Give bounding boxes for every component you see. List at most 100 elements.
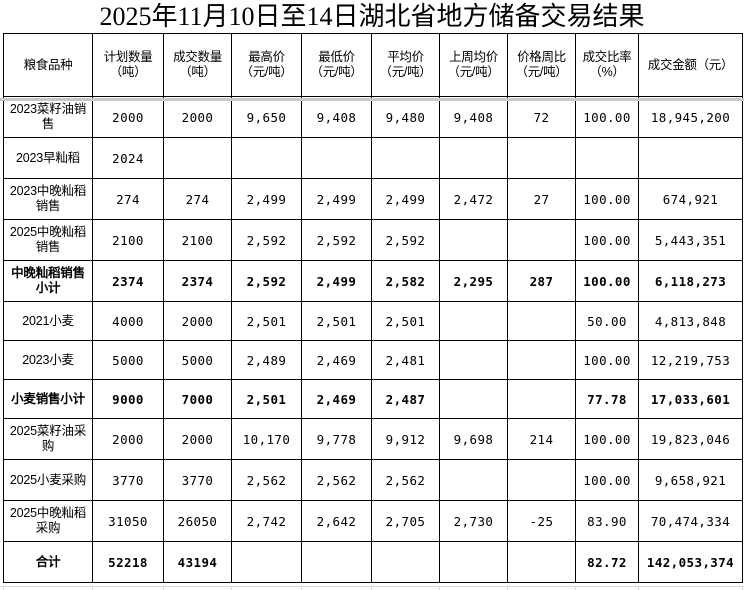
- table-cell[interactable]: 2374: [163, 260, 232, 302]
- table-cell[interactable]: 9,408: [439, 96, 508, 138]
- table-cell[interactable]: 2,592: [231, 260, 302, 302]
- table-cell[interactable]: [507, 219, 576, 261]
- table-cell[interactable]: 9,480: [371, 96, 440, 138]
- table-cell[interactable]: 2000: [92, 418, 164, 460]
- table-cell[interactable]: 9000: [92, 379, 164, 419]
- table-cell[interactable]: 18,945,200: [638, 96, 743, 138]
- table-cell[interactable]: [439, 340, 508, 380]
- table-cell[interactable]: 674,921: [638, 178, 743, 220]
- table-row[interactable]: 2025菜籽油采购 2000 2000 10,170 9,778 9,912 9,698 21…: [3, 418, 743, 460]
- table-cell[interactable]: 4000: [92, 301, 164, 341]
- table-cell[interactable]: [439, 219, 508, 261]
- table-cell[interactable]: [507, 379, 576, 419]
- table-cell[interactable]: 214: [507, 418, 576, 460]
- table-cell[interactable]: 2,295: [439, 260, 508, 302]
- table-cell[interactable]: [507, 541, 576, 583]
- table-row[interactable]: 2025中晚籼稻采购 31050 26050 2,742 2,642 2,705 2,730…: [3, 500, 743, 542]
- table-cell[interactable]: 5000: [163, 340, 232, 380]
- table-cell[interactable]: 2374: [92, 260, 164, 302]
- table-cell[interactable]: 72: [507, 96, 576, 138]
- table-row[interactable]: 2023早籼稻 2024: [3, 137, 743, 179]
- table-cell[interactable]: 9,778: [301, 418, 372, 460]
- table-cell[interactable]: 9,658,921: [638, 459, 743, 501]
- table-cell[interactable]: 26050: [163, 500, 232, 542]
- table-cell[interactable]: 100.00: [575, 96, 639, 138]
- table-cell[interactable]: 2,730: [439, 500, 508, 542]
- table-cell[interactable]: [301, 541, 372, 583]
- column-header-9[interactable]: 成交金额（元）: [638, 33, 743, 97]
- table-cell[interactable]: 7000: [163, 379, 232, 419]
- table-row[interactable]: 2023菜籽油销售 2000 2000 9,650 9,408 9,480 9,408 72 1…: [3, 96, 743, 138]
- table-cell[interactable]: 2000: [163, 301, 232, 341]
- table-cell[interactable]: 2,562: [301, 459, 372, 501]
- table-cell[interactable]: 3770: [92, 459, 164, 501]
- table-cell[interactable]: 2,562: [371, 459, 440, 501]
- row-label[interactable]: 2023早籼稻: [3, 137, 93, 179]
- table-cell[interactable]: [231, 137, 302, 179]
- table-row[interactable]: 2023小麦 5000 5000 2,489 2,469 2,481 100.00 12,21…: [3, 340, 743, 380]
- column-header-2[interactable]: 成交数量 （吨）: [163, 33, 232, 97]
- row-label[interactable]: 2023小麦: [3, 340, 93, 380]
- table-cell[interactable]: [371, 137, 440, 179]
- table-row[interactable]: 2021小麦 4000 2000 2,501 2,501 2,501 50.00 4,813,…: [3, 301, 743, 341]
- table-cell[interactable]: [507, 340, 576, 380]
- table-cell[interactable]: 31050: [92, 500, 164, 542]
- table-cell[interactable]: 19,823,046: [638, 418, 743, 460]
- row-label[interactable]: 2025中晚籼稻销售: [3, 219, 93, 261]
- table-cell[interactable]: 100.00: [575, 178, 639, 220]
- table-cell[interactable]: [507, 459, 576, 501]
- table-cell[interactable]: 287: [507, 260, 576, 302]
- table-cell[interactable]: 12,219,753: [638, 340, 743, 380]
- table-row[interactable]: 合计 52218 43194 82.72 142,053,374: [3, 541, 743, 583]
- table-cell[interactable]: -25: [507, 500, 576, 542]
- row-label[interactable]: 2025小麦采购: [3, 459, 93, 501]
- table-cell[interactable]: 2,469: [301, 379, 372, 419]
- table-cell[interactable]: 2,582: [371, 260, 440, 302]
- row-label[interactable]: 2023中晚籼稻销售: [3, 178, 93, 220]
- table-cell[interactable]: 17,033,601: [638, 379, 743, 419]
- table-row[interactable]: 小麦销售小计 9000 7000 2,501 2,469 2,487 77.78 17,033…: [3, 379, 743, 419]
- table-cell[interactable]: 9,912: [371, 418, 440, 460]
- table-cell[interactable]: 2000: [92, 96, 164, 138]
- row-label[interactable]: 中晚籼稻销售小计: [3, 260, 93, 302]
- table-cell[interactable]: 2100: [92, 219, 164, 261]
- table-cell[interactable]: [439, 459, 508, 501]
- table-cell[interactable]: 2,469: [301, 340, 372, 380]
- table-cell[interactable]: 2,499: [301, 260, 372, 302]
- table-cell[interactable]: 2,742: [231, 500, 302, 542]
- table-cell[interactable]: 2,472: [439, 178, 508, 220]
- table-cell[interactable]: 5000: [92, 340, 164, 380]
- table-cell[interactable]: 27: [507, 178, 576, 220]
- column-header-1[interactable]: 计划数量 （吨）: [92, 33, 164, 97]
- table-cell[interactable]: 6,118,273: [638, 260, 743, 302]
- table-cell[interactable]: [439, 301, 508, 341]
- table-cell[interactable]: [507, 137, 576, 179]
- table-cell[interactable]: 83.90: [575, 500, 639, 542]
- table-cell[interactable]: 10,170: [231, 418, 302, 460]
- table-cell[interactable]: [371, 541, 440, 583]
- table-cell[interactable]: 2,501: [231, 301, 302, 341]
- table-cell[interactable]: [439, 137, 508, 179]
- column-header-6[interactable]: 上周均价 （元/吨）: [439, 33, 508, 97]
- column-header-0[interactable]: 粮食品种: [3, 33, 93, 97]
- table-cell[interactable]: 2,487: [371, 379, 440, 419]
- table-cell[interactable]: 100.00: [575, 219, 639, 261]
- table-cell[interactable]: 2000: [163, 96, 232, 138]
- table-cell[interactable]: 100.00: [575, 340, 639, 380]
- table-cell[interactable]: 70,474,334: [638, 500, 743, 542]
- table-cell[interactable]: 2,592: [231, 219, 302, 261]
- table-cell[interactable]: [439, 541, 508, 583]
- table-cell[interactable]: 2,499: [231, 178, 302, 220]
- table-cell[interactable]: 2,592: [301, 219, 372, 261]
- table-cell[interactable]: [301, 137, 372, 179]
- column-header-3[interactable]: 最高价 （元/吨）: [231, 33, 302, 97]
- table-cell[interactable]: 9,650: [231, 96, 302, 138]
- table-cell[interactable]: [439, 379, 508, 419]
- table-cell[interactable]: [638, 137, 743, 179]
- table-cell[interactable]: 4,813,848: [638, 301, 743, 341]
- table-cell[interactable]: 5,443,351: [638, 219, 743, 261]
- table-cell[interactable]: 2,499: [301, 178, 372, 220]
- table-row[interactable]: 2025中晚籼稻销售 2100 2100 2,592 2,592 2,592 100.00 5…: [3, 219, 743, 261]
- table-row[interactable]: 中晚籼稻销售小计 2374 2374 2,592 2,499 2,582 2,295 287 1…: [3, 260, 743, 302]
- table-cell[interactable]: 52218: [92, 541, 164, 583]
